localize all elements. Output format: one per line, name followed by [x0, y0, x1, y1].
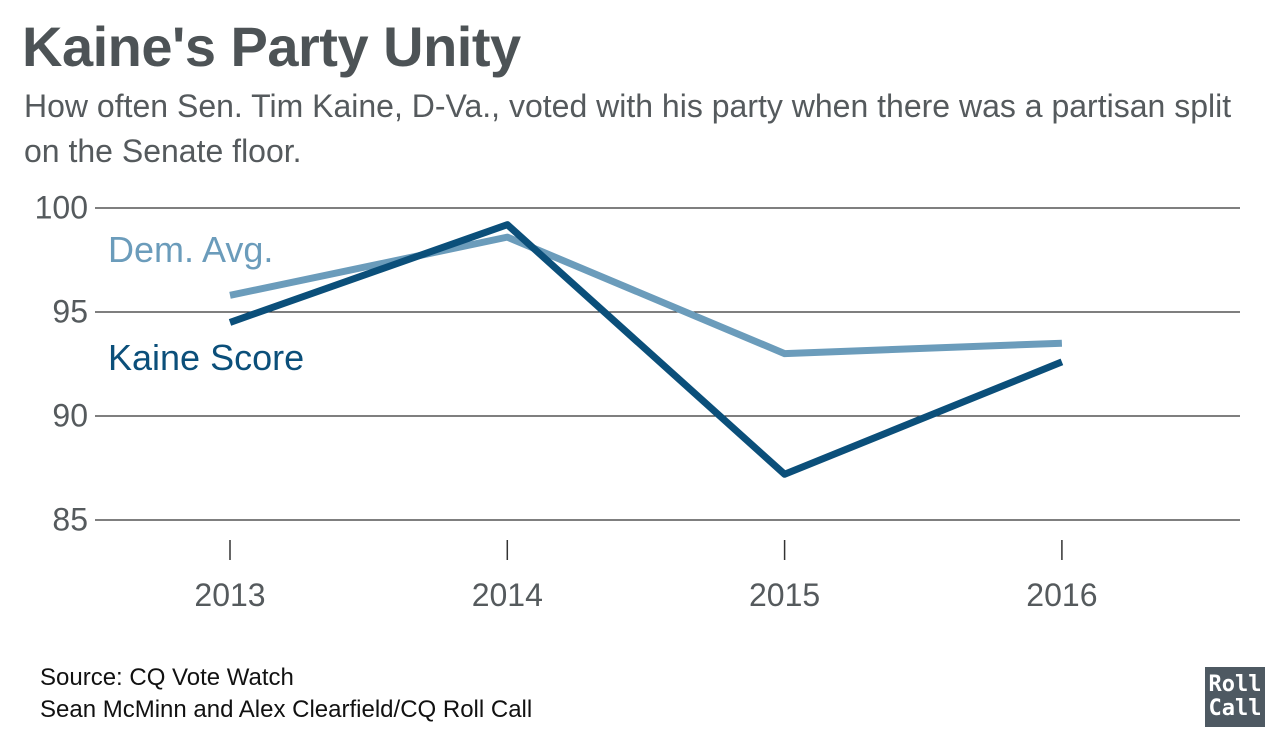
x-tick-label: 2016	[1026, 577, 1097, 613]
logo-line-1: Roll	[1208, 672, 1262, 697]
series-line-dem-avg	[229, 233, 1063, 358]
series-labels: Dem. Avg. Kaine Score	[108, 229, 304, 378]
y-tick-label: 85	[52, 501, 88, 537]
logo-line-2: Call	[1208, 696, 1262, 721]
series-line-kaine-score	[228, 221, 1064, 478]
y-tick-label: 100	[35, 189, 88, 225]
x-axis: 2013 2014 2015 2016	[194, 540, 1097, 613]
series-label: Dem. Avg.	[108, 229, 273, 270]
series-layer	[228, 221, 1064, 478]
x-tick-label: 2013	[194, 577, 265, 613]
chart-title: Kaine's Party Unity	[22, 15, 521, 78]
x-tick-label: 2015	[749, 577, 820, 613]
series-label: Kaine Score	[108, 337, 304, 378]
credit-line: Sean McMinn and Alex Clearfield/CQ Roll …	[40, 696, 533, 723]
line-chart: 85 90 95 100 2013 2014 2015 2016 Dem. Avg. Kain…	[35, 189, 1240, 613]
y-axis-labels: 85 90 95 100	[35, 189, 88, 537]
x-tick-label: 2014	[472, 577, 543, 613]
y-tick-label: 95	[52, 293, 88, 329]
y-tick-label: 90	[52, 397, 88, 433]
source-credit: Source: CQ Vote Watch Sean McMinn and Al…	[40, 662, 532, 726]
grid-layer	[95, 207, 1240, 521]
source-line: Source: CQ Vote Watch	[40, 664, 294, 691]
chart-subtitle: How often Sen. Tim Kaine, D-Va., voted w…	[24, 88, 1232, 169]
roll-call-logo: Roll Call	[1205, 667, 1265, 727]
